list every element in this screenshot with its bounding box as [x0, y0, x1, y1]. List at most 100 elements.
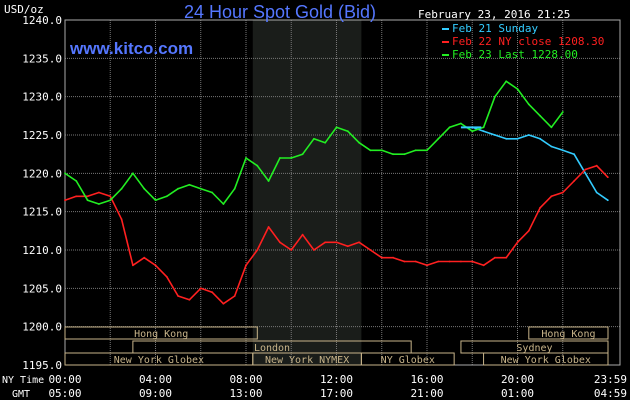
series-point [460, 122, 462, 125]
x-tick-label-gmt: 04:59 [594, 387, 627, 400]
x-tick-label-ny: 08:00 [229, 373, 262, 386]
series-point [188, 298, 191, 301]
series-point [516, 88, 519, 90]
series-point [414, 260, 417, 263]
series-point [301, 153, 304, 156]
series-point [199, 187, 202, 190]
series-point [505, 137, 508, 140]
y-tick-label: 1215.0 [22, 206, 62, 219]
y-tick-label: 1230.0 [22, 91, 62, 104]
series-point [132, 264, 134, 267]
series-point [75, 180, 78, 182]
series-point [584, 172, 587, 175]
series-point [606, 176, 609, 179]
session-label: New York NYMEX [265, 355, 349, 366]
series-point [505, 256, 508, 259]
x-tick-label-ny: 23:59 [594, 373, 627, 386]
series-point [516, 137, 519, 140]
session-label: Hong Kong [134, 329, 188, 340]
series-point [573, 153, 575, 156]
session-label: NY Globex [381, 355, 435, 366]
series-point [154, 264, 157, 267]
series-point [75, 195, 78, 198]
series-point [86, 195, 89, 198]
session-label: Hong Kong [541, 329, 595, 340]
x-tick-label-ny: 04:00 [139, 373, 172, 386]
series-point [256, 164, 259, 167]
series-point [584, 168, 587, 171]
series-point [403, 260, 406, 263]
session-box [528, 326, 609, 340]
session-box [483, 352, 609, 366]
series-point [109, 199, 112, 202]
x-tick-label-gmt: 13:00 [229, 387, 262, 400]
series-point [199, 287, 202, 290]
series-point [448, 126, 451, 129]
series-point [120, 187, 123, 190]
series-point [437, 260, 440, 263]
series-point [211, 291, 214, 294]
x-tick-label-gmt: 05:00 [48, 387, 81, 400]
series-point [188, 183, 191, 186]
series-point [245, 157, 247, 159]
series-point [245, 264, 247, 267]
series-point [561, 191, 564, 194]
x-tick-label-gmt: 01:00 [501, 387, 534, 400]
series-point [233, 187, 236, 190]
y-tick-label: 1235.0 [22, 52, 62, 65]
x-tick-label-ny: 12:00 [320, 373, 353, 386]
series-point [267, 180, 270, 182]
x-tick-label-gmt: 21:00 [410, 387, 443, 400]
series-point [539, 114, 541, 117]
session-box [360, 352, 455, 366]
series-point [471, 260, 474, 263]
series-point [358, 141, 360, 144]
y-tick-label: 1195.0 [22, 359, 62, 372]
y-tick-label: 1225.0 [22, 129, 62, 142]
series-point [256, 249, 259, 251]
series-point [64, 172, 66, 175]
series-point [358, 241, 360, 244]
series-point [143, 256, 146, 259]
series-point [279, 157, 281, 159]
series-point [301, 233, 304, 236]
series-point [313, 137, 315, 140]
series-point [426, 149, 428, 152]
session-label: New York Globex [501, 355, 591, 366]
x-tick-label-ny: 20:00 [501, 373, 534, 386]
y-tick-label: 1210.0 [22, 244, 62, 257]
series-point [595, 191, 598, 194]
series-point [222, 302, 225, 305]
series-point [392, 256, 394, 259]
series-point [177, 295, 180, 297]
series-point [279, 241, 281, 244]
series-point [426, 264, 428, 267]
brand-watermark: www.kitco.com [69, 39, 193, 58]
series-point [324, 241, 327, 244]
series-point [324, 141, 327, 144]
y-axis-ticks: 1195.0 1200.0 1205.0 1210.0 1215.0 1220.0 1225… [22, 14, 62, 372]
series-point [290, 157, 293, 159]
y-tick-label: 1200.0 [22, 321, 62, 334]
session-label: London [254, 343, 290, 354]
x-tick-label-ny: 16:00 [410, 373, 443, 386]
series-point [120, 218, 123, 221]
series-point [165, 195, 168, 198]
series-point [516, 241, 519, 244]
series-point [561, 111, 564, 113]
series-point [335, 126, 338, 129]
series-point [132, 172, 134, 175]
series-point [460, 260, 462, 263]
series-point [414, 149, 417, 152]
series-point [494, 95, 496, 98]
series-point [335, 241, 338, 244]
series-point [527, 103, 530, 106]
x-tick-label-ny: 00:00 [48, 373, 81, 386]
series-point [369, 149, 372, 152]
series-point [177, 187, 180, 190]
series-point [211, 191, 214, 194]
series-point [313, 249, 315, 251]
series-point [143, 187, 146, 190]
